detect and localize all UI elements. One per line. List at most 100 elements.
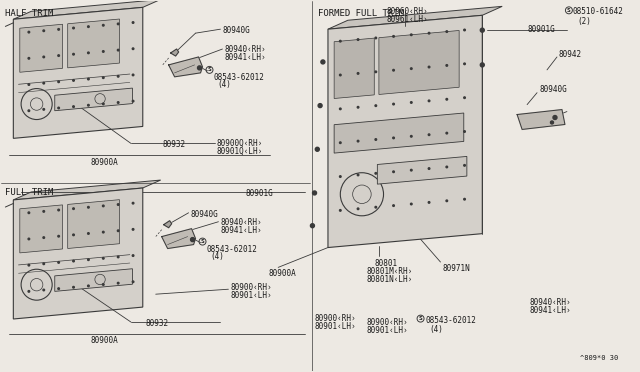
Text: 08543-62012: 08543-62012: [214, 73, 264, 82]
Circle shape: [132, 255, 134, 256]
Text: 80932: 80932: [163, 140, 186, 149]
Text: 80901G: 80901G: [527, 25, 555, 34]
Text: 80940G: 80940G: [223, 26, 250, 35]
Circle shape: [428, 66, 430, 68]
Text: 80932: 80932: [146, 319, 169, 328]
Polygon shape: [68, 200, 120, 248]
Circle shape: [339, 41, 341, 42]
Circle shape: [132, 202, 134, 204]
Circle shape: [102, 231, 104, 233]
Text: FORMED FULL TRIM: FORMED FULL TRIM: [318, 9, 404, 18]
Circle shape: [339, 209, 341, 211]
Circle shape: [43, 56, 45, 58]
Polygon shape: [55, 269, 132, 291]
Circle shape: [88, 233, 89, 234]
Circle shape: [318, 104, 322, 108]
Text: S: S: [207, 67, 211, 73]
Circle shape: [117, 102, 119, 103]
Text: 08543-62012: 08543-62012: [207, 244, 257, 254]
Polygon shape: [164, 221, 172, 228]
Circle shape: [446, 200, 447, 202]
Circle shape: [102, 103, 104, 105]
Polygon shape: [13, 188, 143, 319]
Circle shape: [553, 116, 557, 119]
Circle shape: [321, 60, 325, 64]
Circle shape: [28, 110, 29, 112]
Circle shape: [88, 52, 89, 54]
Circle shape: [43, 289, 45, 291]
Circle shape: [339, 176, 341, 177]
Polygon shape: [169, 57, 202, 77]
Text: 08510-61642: 08510-61642: [573, 7, 624, 16]
Text: 80940G: 80940G: [191, 210, 218, 219]
Circle shape: [28, 291, 29, 292]
Circle shape: [393, 205, 394, 206]
Circle shape: [198, 66, 202, 70]
Circle shape: [357, 106, 359, 108]
Circle shape: [117, 204, 119, 205]
Circle shape: [102, 25, 104, 26]
Circle shape: [102, 205, 104, 207]
Circle shape: [58, 288, 60, 289]
Polygon shape: [378, 156, 467, 184]
Circle shape: [550, 121, 554, 124]
Circle shape: [410, 135, 412, 137]
Circle shape: [357, 208, 359, 209]
Text: 80901‹LH›: 80901‹LH›: [367, 326, 408, 335]
Circle shape: [446, 166, 447, 168]
Circle shape: [410, 68, 412, 70]
Circle shape: [58, 55, 60, 57]
Polygon shape: [171, 49, 179, 56]
Circle shape: [88, 285, 89, 287]
Circle shape: [375, 37, 376, 39]
Circle shape: [375, 206, 376, 208]
Circle shape: [393, 70, 394, 71]
Text: 80901‹LH›: 80901‹LH›: [230, 291, 272, 300]
Text: 80801M‹RH›: 80801M‹RH›: [366, 267, 413, 276]
Circle shape: [464, 164, 465, 166]
Circle shape: [357, 73, 359, 74]
Circle shape: [117, 76, 119, 77]
Circle shape: [73, 80, 74, 81]
Text: 80940‹RH›: 80940‹RH›: [220, 218, 262, 227]
Text: FULL TRIM: FULL TRIM: [5, 188, 54, 197]
Text: 80941‹LH›: 80941‹LH›: [225, 53, 266, 62]
Circle shape: [58, 29, 60, 30]
Circle shape: [339, 74, 341, 76]
Text: HALF TRIM: HALF TRIM: [5, 9, 54, 18]
Circle shape: [428, 100, 430, 102]
Polygon shape: [379, 31, 459, 94]
Circle shape: [117, 256, 119, 258]
Circle shape: [357, 140, 359, 142]
Polygon shape: [20, 24, 63, 72]
Circle shape: [316, 147, 319, 151]
Polygon shape: [20, 205, 63, 253]
Polygon shape: [55, 88, 132, 111]
Polygon shape: [334, 113, 464, 153]
Circle shape: [28, 212, 29, 214]
Circle shape: [357, 39, 359, 41]
Circle shape: [410, 34, 412, 36]
Circle shape: [375, 173, 376, 174]
Text: 80900Q‹RH›: 80900Q‹RH›: [216, 140, 262, 148]
Circle shape: [88, 26, 89, 28]
Text: 80961‹LH›: 80961‹LH›: [387, 15, 428, 24]
Polygon shape: [13, 180, 161, 200]
Polygon shape: [162, 229, 196, 248]
Circle shape: [339, 142, 341, 144]
Text: 80900A: 80900A: [91, 336, 119, 345]
Text: 80941‹LH›: 80941‹LH›: [220, 226, 262, 235]
Circle shape: [464, 97, 465, 99]
Circle shape: [132, 281, 134, 283]
Circle shape: [410, 102, 412, 103]
Circle shape: [339, 108, 341, 110]
Circle shape: [428, 32, 430, 34]
Polygon shape: [68, 19, 120, 68]
Circle shape: [393, 137, 394, 139]
Text: 80901Q‹LH›: 80901Q‹LH›: [216, 147, 262, 156]
Circle shape: [73, 260, 74, 262]
Text: 08543-62012: 08543-62012: [426, 315, 476, 325]
Circle shape: [58, 81, 60, 83]
Circle shape: [428, 168, 430, 169]
Circle shape: [28, 58, 29, 59]
